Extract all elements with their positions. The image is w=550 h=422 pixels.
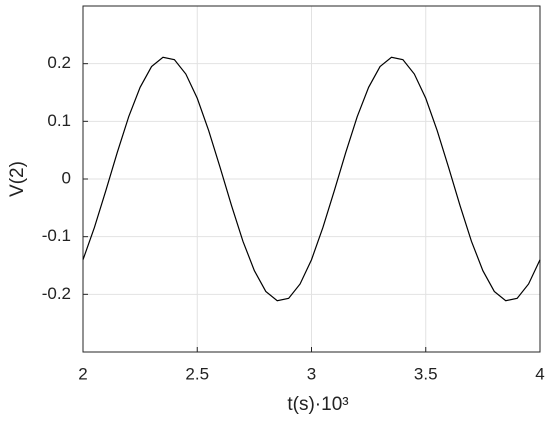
y-tick-label: 0.1 [47,111,71,130]
x-tick-label: 2.5 [185,364,209,383]
y-tick-label: -0.2 [42,284,71,303]
x-tick-label: 3 [307,364,316,383]
x-axis-label: t(s)·10³ [287,394,348,415]
y-tick-label: 0 [62,168,71,187]
x-tick-label: 3.5 [414,364,438,383]
y-tick-label: -0.1 [42,226,71,245]
x-tick-label: 2 [78,364,87,383]
y-axis-label: V(2) [7,161,28,197]
plot-frame [82,5,541,353]
y-tick-label: 0.2 [47,53,71,72]
line [82,56,541,302]
x-tick-label: 4 [535,364,544,383]
